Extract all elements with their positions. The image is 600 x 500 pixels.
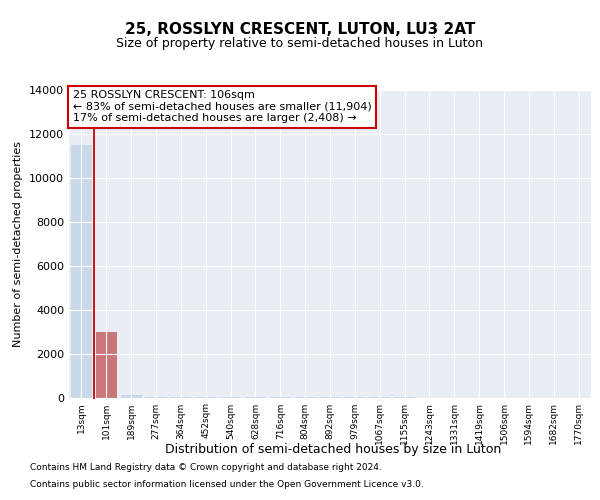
Y-axis label: Number of semi-detached properties: Number of semi-detached properties — [13, 141, 23, 347]
Text: Distribution of semi-detached houses by size in Luton: Distribution of semi-detached houses by … — [165, 442, 501, 456]
Text: 25, ROSSLYN CRESCENT, LUTON, LU3 2AT: 25, ROSSLYN CRESCENT, LUTON, LU3 2AT — [125, 22, 475, 38]
Text: Contains HM Land Registry data © Crown copyright and database right 2024.: Contains HM Land Registry data © Crown c… — [30, 464, 382, 472]
Text: Contains public sector information licensed under the Open Government Licence v3: Contains public sector information licen… — [30, 480, 424, 489]
Bar — [71, 145, 92, 398]
Bar — [96, 332, 117, 398]
Bar — [121, 396, 142, 398]
Text: Size of property relative to semi-detached houses in Luton: Size of property relative to semi-detach… — [116, 38, 484, 51]
Text: 25 ROSSLYN CRESCENT: 106sqm
← 83% of semi-detached houses are smaller (11,904)
1: 25 ROSSLYN CRESCENT: 106sqm ← 83% of sem… — [73, 90, 371, 123]
